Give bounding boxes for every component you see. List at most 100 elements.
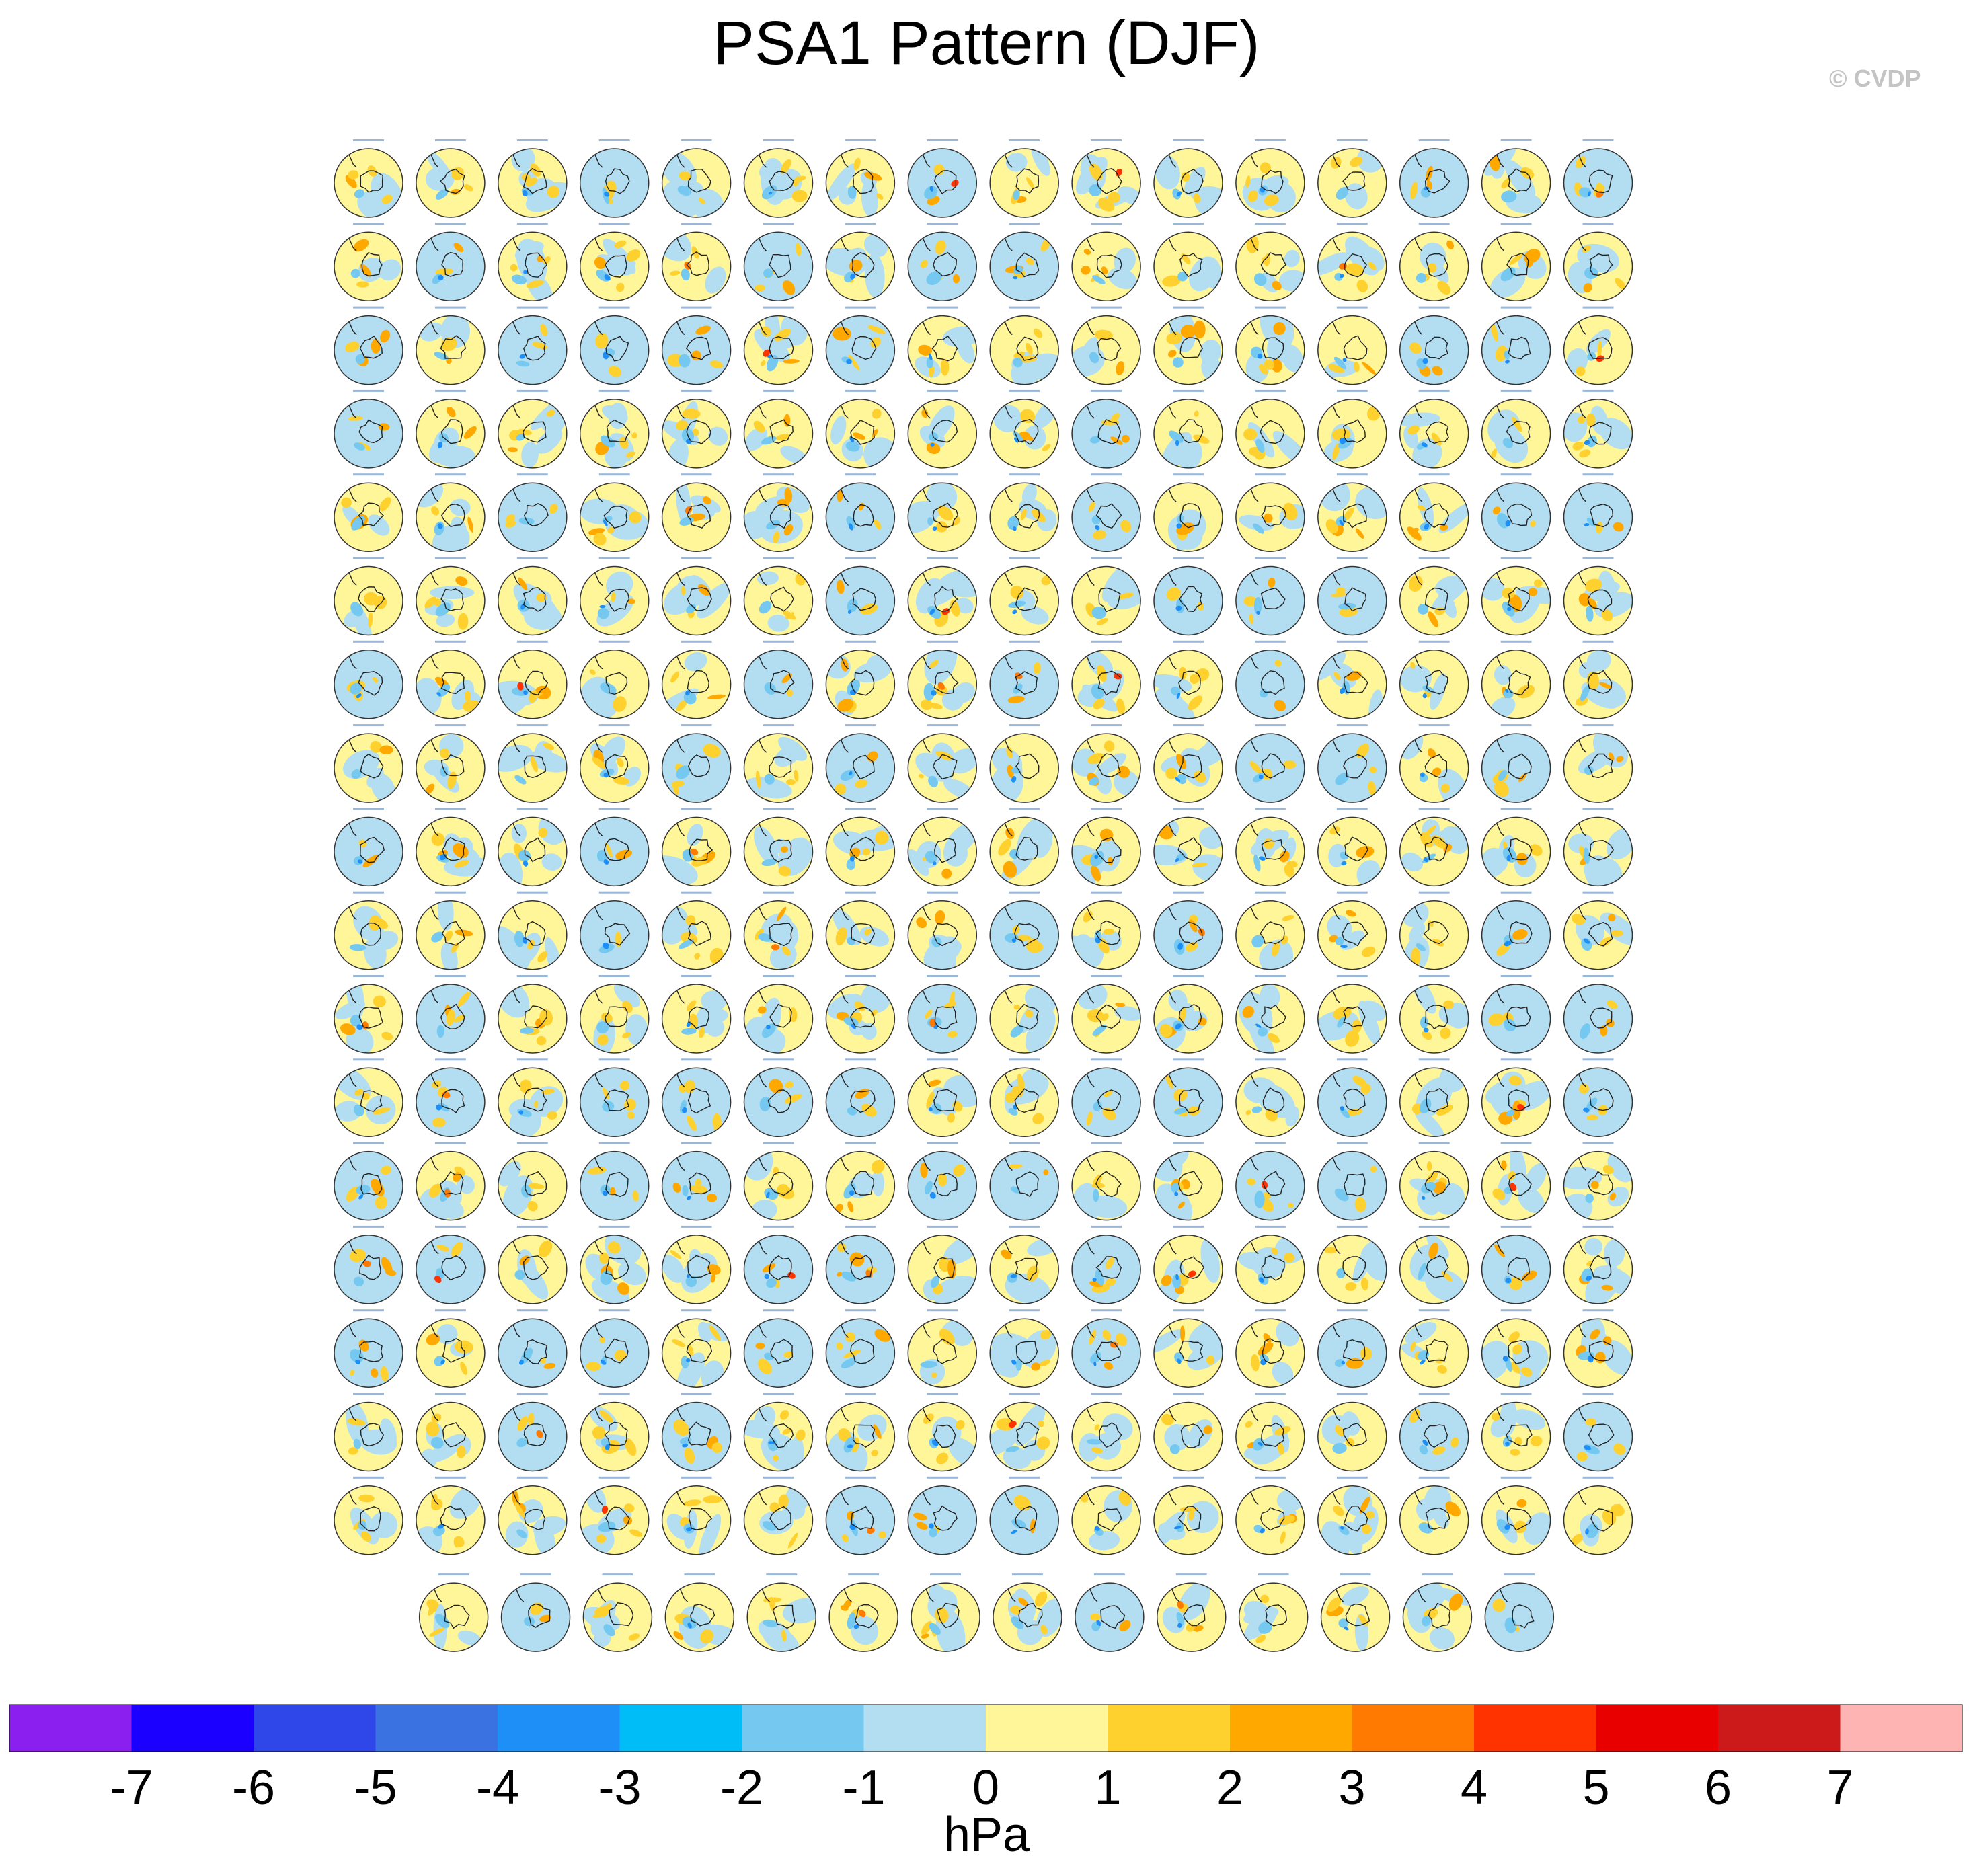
pattern-anomaly	[1089, 163, 1103, 181]
pattern-anomaly	[1033, 328, 1043, 338]
polar-map-panel	[907, 306, 978, 385]
coastline	[757, 402, 767, 419]
coastline	[605, 336, 629, 362]
pattern-anomaly	[1189, 256, 1218, 292]
pattern-anomaly	[1262, 256, 1270, 265]
pattern-anomaly	[447, 407, 456, 418]
coastline	[1096, 168, 1122, 194]
panel-title-line	[845, 139, 876, 141]
pattern-anomaly	[1175, 440, 1179, 446]
pattern-anomaly	[510, 264, 518, 272]
pattern-anomaly	[1584, 267, 1598, 280]
panel-title-line	[434, 223, 466, 225]
coastline	[360, 170, 383, 193]
polar-map-panel	[989, 139, 1059, 218]
polar-map-panel	[1563, 139, 1633, 218]
pattern-anomaly	[1490, 323, 1499, 342]
pattern-anomaly	[1247, 190, 1258, 202]
colorbar-tick-label: 3	[1338, 1761, 1365, 1815]
pattern-anomaly	[1180, 324, 1196, 338]
pattern-anomaly	[677, 185, 692, 196]
pattern-anomaly	[1500, 267, 1516, 282]
pattern-anomaly	[348, 416, 363, 421]
colorbar-bin	[1108, 1705, 1231, 1752]
polar-map-panel	[1317, 223, 1387, 302]
pattern-anomaly	[1042, 444, 1051, 451]
coastline	[1344, 253, 1367, 278]
coastline	[593, 151, 603, 168]
pattern-anomaly	[1418, 155, 1448, 182]
pattern-anomaly	[1582, 245, 1592, 253]
pattern-anomaly	[1399, 412, 1440, 428]
pattern-anomaly	[993, 405, 1022, 432]
pattern-anomaly	[1586, 329, 1611, 354]
pattern-anomaly	[1332, 443, 1340, 460]
panel-title-line	[927, 139, 958, 141]
panel-title-line	[1418, 223, 1450, 225]
colorbar-bin	[986, 1705, 1108, 1752]
pattern-anomaly	[1094, 329, 1113, 341]
pattern-anomaly	[1327, 364, 1345, 373]
colorbar-tick-label: -3	[598, 1761, 641, 1815]
pattern-anomaly	[1271, 359, 1282, 373]
pattern-anomaly	[379, 259, 401, 281]
coastline	[1003, 319, 1013, 336]
coastline	[604, 254, 627, 278]
polar-map-panel	[825, 306, 896, 385]
coastline	[361, 251, 383, 277]
polar-map-panel	[1071, 139, 1141, 218]
panel-title-line	[1254, 389, 1286, 392]
coastline	[769, 336, 794, 360]
map-outline	[1153, 399, 1223, 469]
pattern-anomaly	[434, 268, 454, 276]
coastline	[921, 235, 931, 251]
pattern-anomaly	[1264, 194, 1279, 206]
pattern-anomaly	[1507, 337, 1529, 374]
map-outline	[416, 231, 486, 302]
pattern-anomaly	[926, 442, 941, 455]
pattern-anomaly	[381, 194, 393, 204]
pattern-anomaly	[1181, 172, 1190, 182]
panel-title-line	[353, 223, 384, 225]
map-outline	[334, 399, 403, 469]
polar-map-panel	[661, 306, 732, 385]
map-outline	[1481, 231, 1551, 302]
pattern-anomaly	[547, 186, 560, 198]
pattern-anomaly	[1013, 358, 1023, 368]
pattern-anomaly	[695, 325, 711, 335]
pattern-anomaly	[783, 255, 806, 272]
pattern-anomaly	[626, 249, 641, 262]
map-outline	[825, 399, 896, 469]
pattern-anomaly	[351, 399, 384, 440]
colorbar-bin	[9, 1705, 132, 1752]
pattern-anomaly	[1081, 265, 1091, 275]
pattern-anomaly	[1427, 262, 1437, 273]
coastline	[1179, 253, 1203, 278]
map-outline	[825, 315, 896, 385]
panel-title-line	[763, 139, 794, 141]
coastline	[851, 336, 877, 360]
map-outline	[579, 231, 650, 302]
polar-map-panel	[1153, 389, 1223, 469]
pattern-anomaly	[1176, 191, 1182, 197]
map-outline	[579, 399, 650, 469]
coastline	[1085, 402, 1095, 419]
pattern-anomaly	[540, 324, 548, 336]
pattern-anomaly	[1502, 438, 1513, 448]
coastline	[1425, 253, 1448, 277]
coastline	[839, 319, 849, 336]
pattern-anomaly	[845, 441, 860, 452]
coastline	[440, 419, 463, 444]
pattern-anomaly	[380, 329, 391, 343]
coastline	[1588, 337, 1613, 360]
pattern-anomaly	[355, 354, 365, 364]
panel-title-line	[681, 389, 712, 392]
pattern-anomaly	[1409, 342, 1422, 354]
coastline	[1577, 402, 1587, 419]
coastline	[686, 251, 709, 276]
coastline	[1413, 402, 1423, 419]
pattern-anomaly	[350, 268, 360, 278]
coastline	[440, 335, 467, 359]
coastline	[1342, 171, 1366, 191]
